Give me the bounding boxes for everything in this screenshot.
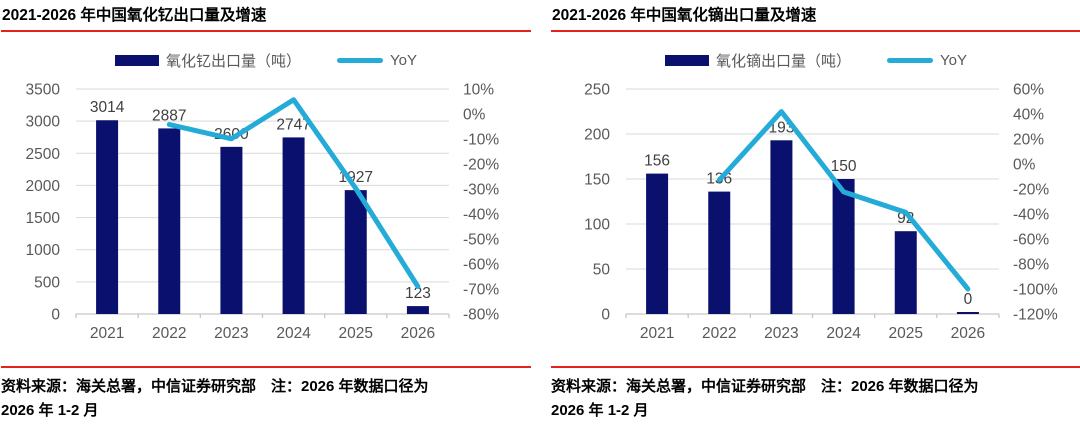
line-series-label: YoY (390, 51, 417, 69)
source-note: 资料来源：海关总署，中信证券研究部 注：2026 年数据口径为 2026 年 1… (1, 366, 531, 423)
y-axis-tick-label: 500 (34, 275, 60, 292)
right-axis-tick-label: -50% (463, 232, 499, 249)
y-axis-tick-label: 100 (584, 217, 610, 234)
legend-item-line: YoY (887, 52, 967, 69)
right-axis-tick-label: -20% (1013, 182, 1049, 199)
bar-value-label: 156 (644, 153, 670, 170)
bar (832, 179, 855, 315)
source-line-2: 2026 年 1-2 月 (1, 402, 99, 420)
bar (344, 190, 367, 315)
chart-canvas: 250 200 150 100 50 0 60% 40% 20% 0% -20% -40% -60% -8… (551, 74, 1080, 346)
y-axis-tick-label: 2000 (26, 178, 61, 195)
right-axis-tick-label: -80% (1013, 257, 1049, 274)
right-axis-tick-label: -60% (1013, 232, 1049, 249)
right-axis-tick-label: -40% (463, 207, 499, 224)
right-axis-tick-label: 60% (1013, 82, 1044, 99)
x-axis-label: 2024 (276, 325, 311, 342)
source-line-2: 2026 年 1-2 月 (551, 402, 649, 420)
x-axis-label: 2025 (339, 325, 373, 342)
y-axis-tick-label: 0 (601, 307, 610, 324)
bar (770, 140, 793, 315)
bar (158, 128, 181, 315)
y-axis-tick-label: 1000 (26, 243, 61, 260)
x-axis-label: 2023 (214, 325, 248, 342)
y-axis-tick-label: 3500 (26, 82, 61, 99)
bar-series-label: 氧化镝出口量（吨） (716, 52, 852, 70)
yoy-line (716, 109, 971, 292)
right-axis-tick-label: -60% (463, 257, 499, 274)
source-note: 资料来源：海关总署，中信证券研究部 注：2026 年数据口径为 2026 年 1… (551, 366, 1080, 423)
right-axis-tick-label: 40% (1013, 107, 1044, 124)
line-series-swatch (337, 57, 384, 63)
chart-canvas: 3500 3000 2500 2000 1500 1000 500 0 10% 0% -10% -20… (1, 74, 531, 346)
right-axis-tick-label: 0% (1013, 157, 1036, 174)
title-rule (1, 30, 531, 33)
right-axis-tick-label: 0% (463, 107, 486, 124)
bar (646, 173, 669, 315)
bar-series-label: 氧化钇出口量（吨） (166, 52, 302, 70)
legend-item-bar: 氧化镝出口量（吨） (665, 50, 851, 71)
report-figure-row: 2021-2026 年中国氧化钇出口量及增速 氧化钇出口量（吨） YoY 350… (1, 4, 1080, 423)
bar (708, 191, 731, 315)
x-axis-label: 2021 (90, 325, 124, 342)
y-axis-tick-label: 3000 (26, 114, 61, 131)
right-axis-tick-label: -10% (463, 132, 499, 149)
yoy-line (166, 97, 421, 290)
x-axis-label: 2026 (951, 325, 985, 342)
x-axis-label: 2026 (401, 325, 435, 342)
chart-legend: 氧化钇出口量（吨） YoY (1, 48, 531, 72)
y-axis-tick-label: 2500 (26, 146, 61, 163)
chart-panel-dysprosium-oxide: 2021-2026 年中国氧化镝出口量及增速 氧化镝出口量（吨） YoY 250… (551, 4, 1080, 423)
bar (96, 120, 119, 315)
bar (220, 147, 243, 315)
y-axis-tick-label: 200 (584, 127, 610, 144)
source-line-1: 资料来源：海关总署，中信证券研究部 注：2026 年数据口径为 (551, 378, 979, 396)
bar-series-swatch (115, 54, 159, 66)
line-series-label: YoY (940, 51, 967, 69)
chart-title: 2021-2026 年中国氧化钇出口量及增速 (2, 7, 267, 24)
y-axis-tick-label: 1500 (26, 210, 61, 227)
right-axis-tick-label: -70% (463, 282, 499, 299)
title-rule (551, 30, 1080, 33)
right-axis-tick-label: -120% (1013, 307, 1058, 324)
y-axis-tick-label: 250 (584, 82, 610, 99)
x-axis-label: 2022 (152, 325, 186, 342)
right-axis-tick-label: -80% (463, 307, 499, 324)
right-axis-tick-label: 20% (1013, 132, 1044, 149)
chart-legend: 氧化镝出口量（吨） YoY (551, 48, 1080, 72)
bar-value-label: 3014 (90, 100, 125, 117)
right-axis-tick-label: -30% (463, 182, 499, 199)
combo-chart: 250 200 150 100 50 0 60% 40% 20% 0% -20% -40% -60% -8… (584, 82, 1058, 343)
bar-value-label: 0 (964, 291, 973, 308)
y-axis-tick-label: 0 (51, 307, 60, 324)
y-axis-tick-label: 150 (584, 172, 610, 189)
source-line-1: 资料来源：海关总署，中信证券研究部 注：2026 年数据口径为 (1, 378, 429, 396)
line-series-swatch (887, 57, 934, 63)
bar-series-swatch (665, 54, 709, 66)
right-axis-tick-label: -40% (1013, 207, 1049, 224)
x-axis-label: 2021 (640, 325, 674, 342)
chart-title: 2021-2026 年中国氧化镝出口量及增速 (552, 7, 817, 24)
legend-item-line: YoY (337, 52, 417, 69)
bar-value-label: 2747 (276, 117, 310, 134)
bar (282, 137, 305, 315)
bar (894, 231, 917, 315)
bar (956, 312, 979, 315)
right-axis-tick-label: 10% (463, 82, 494, 99)
bar (406, 306, 429, 315)
x-axis-label: 2022 (702, 325, 736, 342)
x-axis-label: 2023 (764, 325, 798, 342)
bar-value-label: 2887 (152, 108, 186, 125)
bar-value-label: 123 (405, 285, 431, 302)
right-axis-tick-label: -20% (463, 157, 499, 174)
chart-panel-yttrium-oxide: 2021-2026 年中国氧化钇出口量及增速 氧化钇出口量（吨） YoY 350… (1, 4, 531, 423)
x-axis-label: 2024 (826, 325, 861, 342)
combo-chart: 3500 3000 2500 2000 1500 1000 500 0 10% 0% -10% -20… (26, 82, 500, 343)
right-axis-tick-label: -100% (1013, 282, 1058, 299)
legend-item-bar: 氧化钇出口量（吨） (115, 50, 301, 71)
y-axis-tick-label: 50 (593, 262, 611, 279)
x-axis-label: 2025 (889, 325, 923, 342)
bar-value-label: 150 (831, 158, 857, 175)
